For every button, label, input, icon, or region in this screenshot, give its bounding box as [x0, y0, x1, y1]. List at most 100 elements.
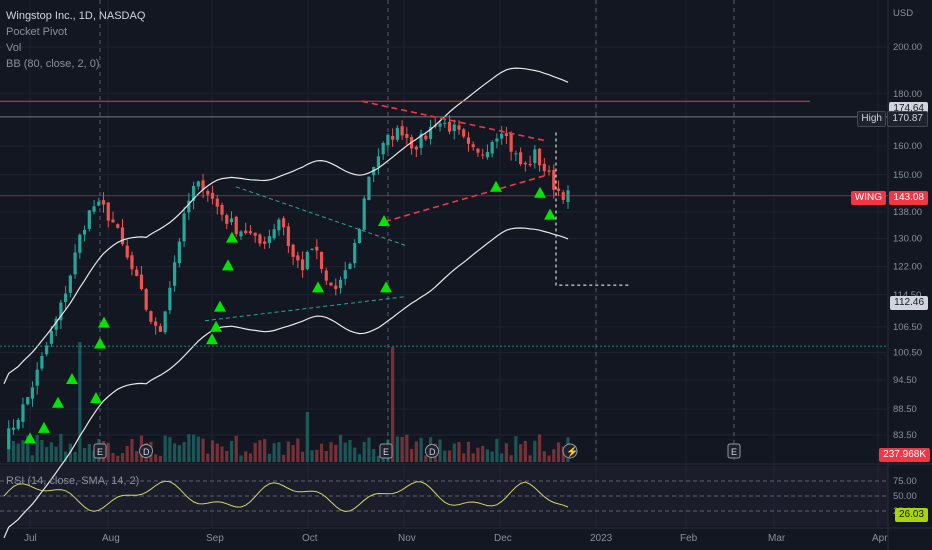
price-tick-label: 130.00 [893, 233, 922, 244]
volume-bar [310, 450, 314, 462]
volume-bar [500, 453, 504, 462]
volume-bar [556, 442, 561, 462]
volume-bar [357, 454, 362, 462]
candle-body [26, 397, 30, 405]
volume-bar [286, 441, 290, 462]
candle-body [92, 206, 96, 212]
volume-bar [125, 445, 129, 462]
bollinger-lower [3, 227, 569, 539]
volume-bar [196, 436, 200, 462]
candle-body [82, 229, 87, 235]
candle-body [7, 428, 11, 450]
volume-bar [225, 450, 229, 462]
volume-bar [229, 440, 234, 462]
volume-bar [495, 438, 499, 462]
volume-bar [338, 434, 343, 462]
candle-body [552, 170, 556, 190]
candle-body [267, 236, 272, 243]
candle-body [395, 127, 399, 140]
volume-bar [64, 451, 68, 462]
candle-body [405, 134, 409, 138]
pocket-pivot-signal [490, 180, 502, 192]
time-tick-label: Dec [494, 533, 512, 544]
event-marker-label: E [731, 447, 737, 457]
volume-bar [319, 443, 324, 462]
volume-bar [552, 449, 556, 462]
earnings-marker[interactable]: E [379, 443, 393, 459]
indicator-pocket-pivot[interactable]: Pocket Pivot [6, 26, 68, 38]
candle-body [310, 248, 314, 250]
volume-bar [177, 445, 181, 462]
time-tick-label: Nov [398, 533, 416, 544]
price-tick-label: 150.00 [893, 170, 922, 181]
candle-body [49, 330, 53, 344]
time-tick-label: Feb [680, 533, 698, 544]
candle-body [35, 369, 39, 386]
volume-bar [376, 455, 381, 462]
candle-body [154, 321, 158, 326]
pocket-pivot-signal [380, 281, 392, 293]
volume-bar [343, 442, 347, 462]
symbol-title[interactable]: Wingstop Inc., 1D, NASDAQ [6, 10, 146, 22]
candles [7, 115, 570, 450]
price-tick-label: 106.50 [893, 322, 922, 333]
candle-body [504, 133, 508, 136]
candle-body [386, 134, 390, 146]
volume-bar [35, 435, 39, 462]
dividend-marker[interactable]: D [139, 444, 153, 458]
volume-bar [481, 445, 485, 462]
candle-body [391, 135, 395, 140]
candle-body [163, 311, 167, 333]
volume-bar [282, 454, 286, 462]
candle-body [173, 262, 177, 286]
price-tick-label: 100.50 [893, 348, 922, 359]
candle-body [73, 252, 77, 275]
rsi-legend[interactable]: RSI (14, close, SMA, 14, 2) [6, 475, 140, 487]
bollinger-upper [3, 67, 569, 385]
volume-bar [210, 440, 215, 462]
rsi-line [3, 480, 569, 513]
candle-body [106, 202, 110, 221]
candle-body [357, 229, 362, 243]
volume-bar [353, 447, 357, 462]
candle-body [381, 143, 385, 155]
candle-body [16, 419, 20, 429]
candle-body [466, 137, 471, 144]
candle-body [158, 326, 163, 332]
indicator-bollinger[interactable]: BB (80, close, 2, 0) [6, 58, 100, 70]
earnings-marker[interactable]: E [93, 443, 107, 459]
volume-bar [485, 449, 490, 462]
volume-bar [296, 438, 300, 462]
earnings-marker[interactable]: E [727, 443, 741, 459]
event-marker-label: D [429, 447, 436, 457]
candle-body [277, 219, 281, 231]
dividend-marker[interactable]: D [425, 444, 439, 458]
pocket-pivot-signal [312, 281, 324, 293]
volume-bar [263, 438, 267, 462]
candle-body [116, 224, 120, 228]
candle-body [130, 255, 134, 270]
candle-body [54, 318, 58, 330]
candle-body [533, 149, 537, 164]
volume-bar [438, 439, 442, 462]
volume-bar [334, 444, 338, 462]
candle-body [282, 218, 286, 228]
volume-bar [267, 453, 272, 462]
high-price-label: 170.87 [887, 111, 928, 127]
candle-body [125, 245, 129, 258]
candle-body [329, 282, 333, 286]
indicator-volume[interactable]: Vol [6, 42, 22, 54]
candle-body [120, 227, 125, 245]
candle-body [296, 255, 300, 261]
candle-body [414, 146, 418, 150]
candle-body [191, 185, 196, 201]
volume-bar [476, 447, 480, 462]
high-tag: High [857, 111, 886, 127]
candle-body [30, 387, 35, 399]
candle-body [201, 180, 205, 190]
pocket-pivot-signal [226, 231, 238, 243]
candle-body [542, 163, 546, 172]
candle-body [59, 302, 63, 321]
candle-body [177, 241, 181, 264]
